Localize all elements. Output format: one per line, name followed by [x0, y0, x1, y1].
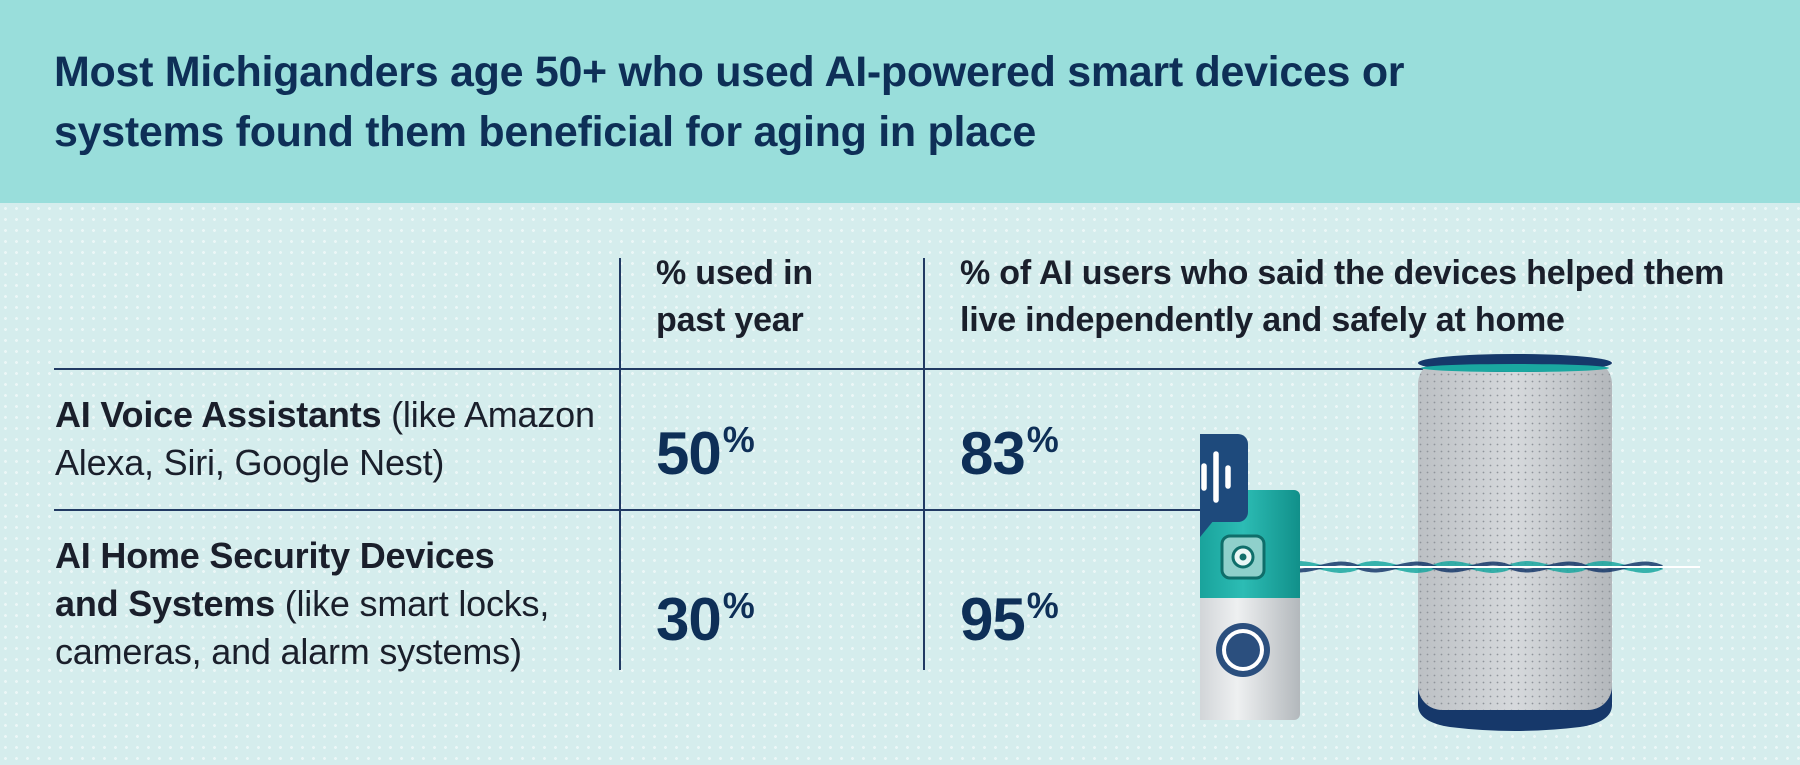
doorbell-button-icon	[1216, 623, 1270, 677]
value-number: 83	[960, 420, 1026, 487]
row-label-detail: (like smart locks, cameras, and alarm sy…	[55, 583, 550, 672]
value-number: 50	[656, 420, 722, 487]
row-label-detail: (like Amazon Alexa, Siri, Google Nest)	[55, 394, 595, 483]
column-divider	[619, 258, 621, 670]
value-security-helped: 95%	[960, 576, 1059, 653]
column-header-helped: % of AI users who said the devices helpe…	[960, 254, 1725, 339]
camera-icon	[1220, 534, 1266, 580]
value-number: 30	[656, 586, 722, 653]
voice-bubble-icon	[1200, 434, 1248, 538]
value-number: 95	[960, 586, 1026, 653]
percent-sign: %	[1026, 585, 1059, 626]
page-title: Most Michiganders age 50+ who used AI-po…	[54, 48, 1405, 156]
smart-devices-illustration	[1200, 354, 1700, 731]
percent-sign: %	[722, 419, 755, 460]
percent-sign: %	[722, 585, 755, 626]
video-doorbell-icon	[1200, 490, 1300, 720]
row-divider	[54, 509, 1224, 511]
row-label: AI Voice Assistants (like Amazon Alexa, …	[55, 391, 595, 487]
sound-wave-icon	[1281, 561, 1700, 573]
title-banner: Most Michiganders age 50+ who used AI-po…	[0, 0, 1800, 203]
column-header-used: % used in past year	[656, 254, 813, 339]
percent-sign: %	[1026, 419, 1059, 460]
value-security-used: 30%	[656, 576, 755, 653]
row-label: AI Home Security Devices and Systems (li…	[55, 532, 555, 676]
smart-speaker-icon	[1418, 354, 1612, 731]
column-divider	[923, 258, 925, 670]
value-voice-used: 50%	[656, 410, 755, 487]
row-divider	[54, 368, 1424, 370]
row-label-bold: AI Voice Assistants	[55, 394, 382, 435]
value-voice-helped: 83%	[960, 410, 1059, 487]
row-label-bold: AI Home Security Devices and Systems	[55, 535, 495, 624]
